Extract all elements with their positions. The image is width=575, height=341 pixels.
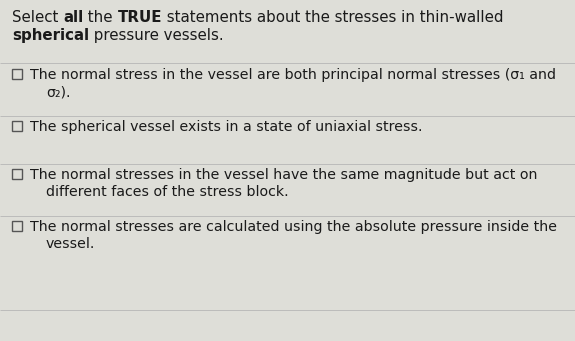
Bar — [12, 69, 22, 79]
Text: pressure vessels.: pressure vessels. — [89, 28, 224, 43]
Text: The normal stress in the vessel are both principal normal stresses (σ₁ and: The normal stress in the vessel are both… — [30, 68, 556, 82]
Text: Select: Select — [12, 10, 63, 25]
Text: statements about the stresses in thin-walled: statements about the stresses in thin-wa… — [162, 10, 504, 25]
Bar — [12, 221, 22, 231]
Text: different faces of the stress block.: different faces of the stress block. — [46, 185, 289, 199]
Text: the: the — [83, 10, 118, 25]
Text: TRUE: TRUE — [118, 10, 162, 25]
Text: σ₂).: σ₂). — [46, 85, 71, 99]
Text: The normal stresses in the vessel have the same magnitude but act on: The normal stresses in the vessel have t… — [30, 168, 538, 182]
Bar — [12, 121, 22, 131]
Text: The spherical vessel exists in a state of uniaxial stress.: The spherical vessel exists in a state o… — [30, 120, 423, 134]
Bar — [12, 169, 22, 179]
Text: vessel.: vessel. — [46, 237, 95, 251]
Text: all: all — [63, 10, 83, 25]
Text: spherical: spherical — [12, 28, 89, 43]
Text: The normal stresses are calculated using the absolute pressure inside the: The normal stresses are calculated using… — [30, 220, 557, 234]
